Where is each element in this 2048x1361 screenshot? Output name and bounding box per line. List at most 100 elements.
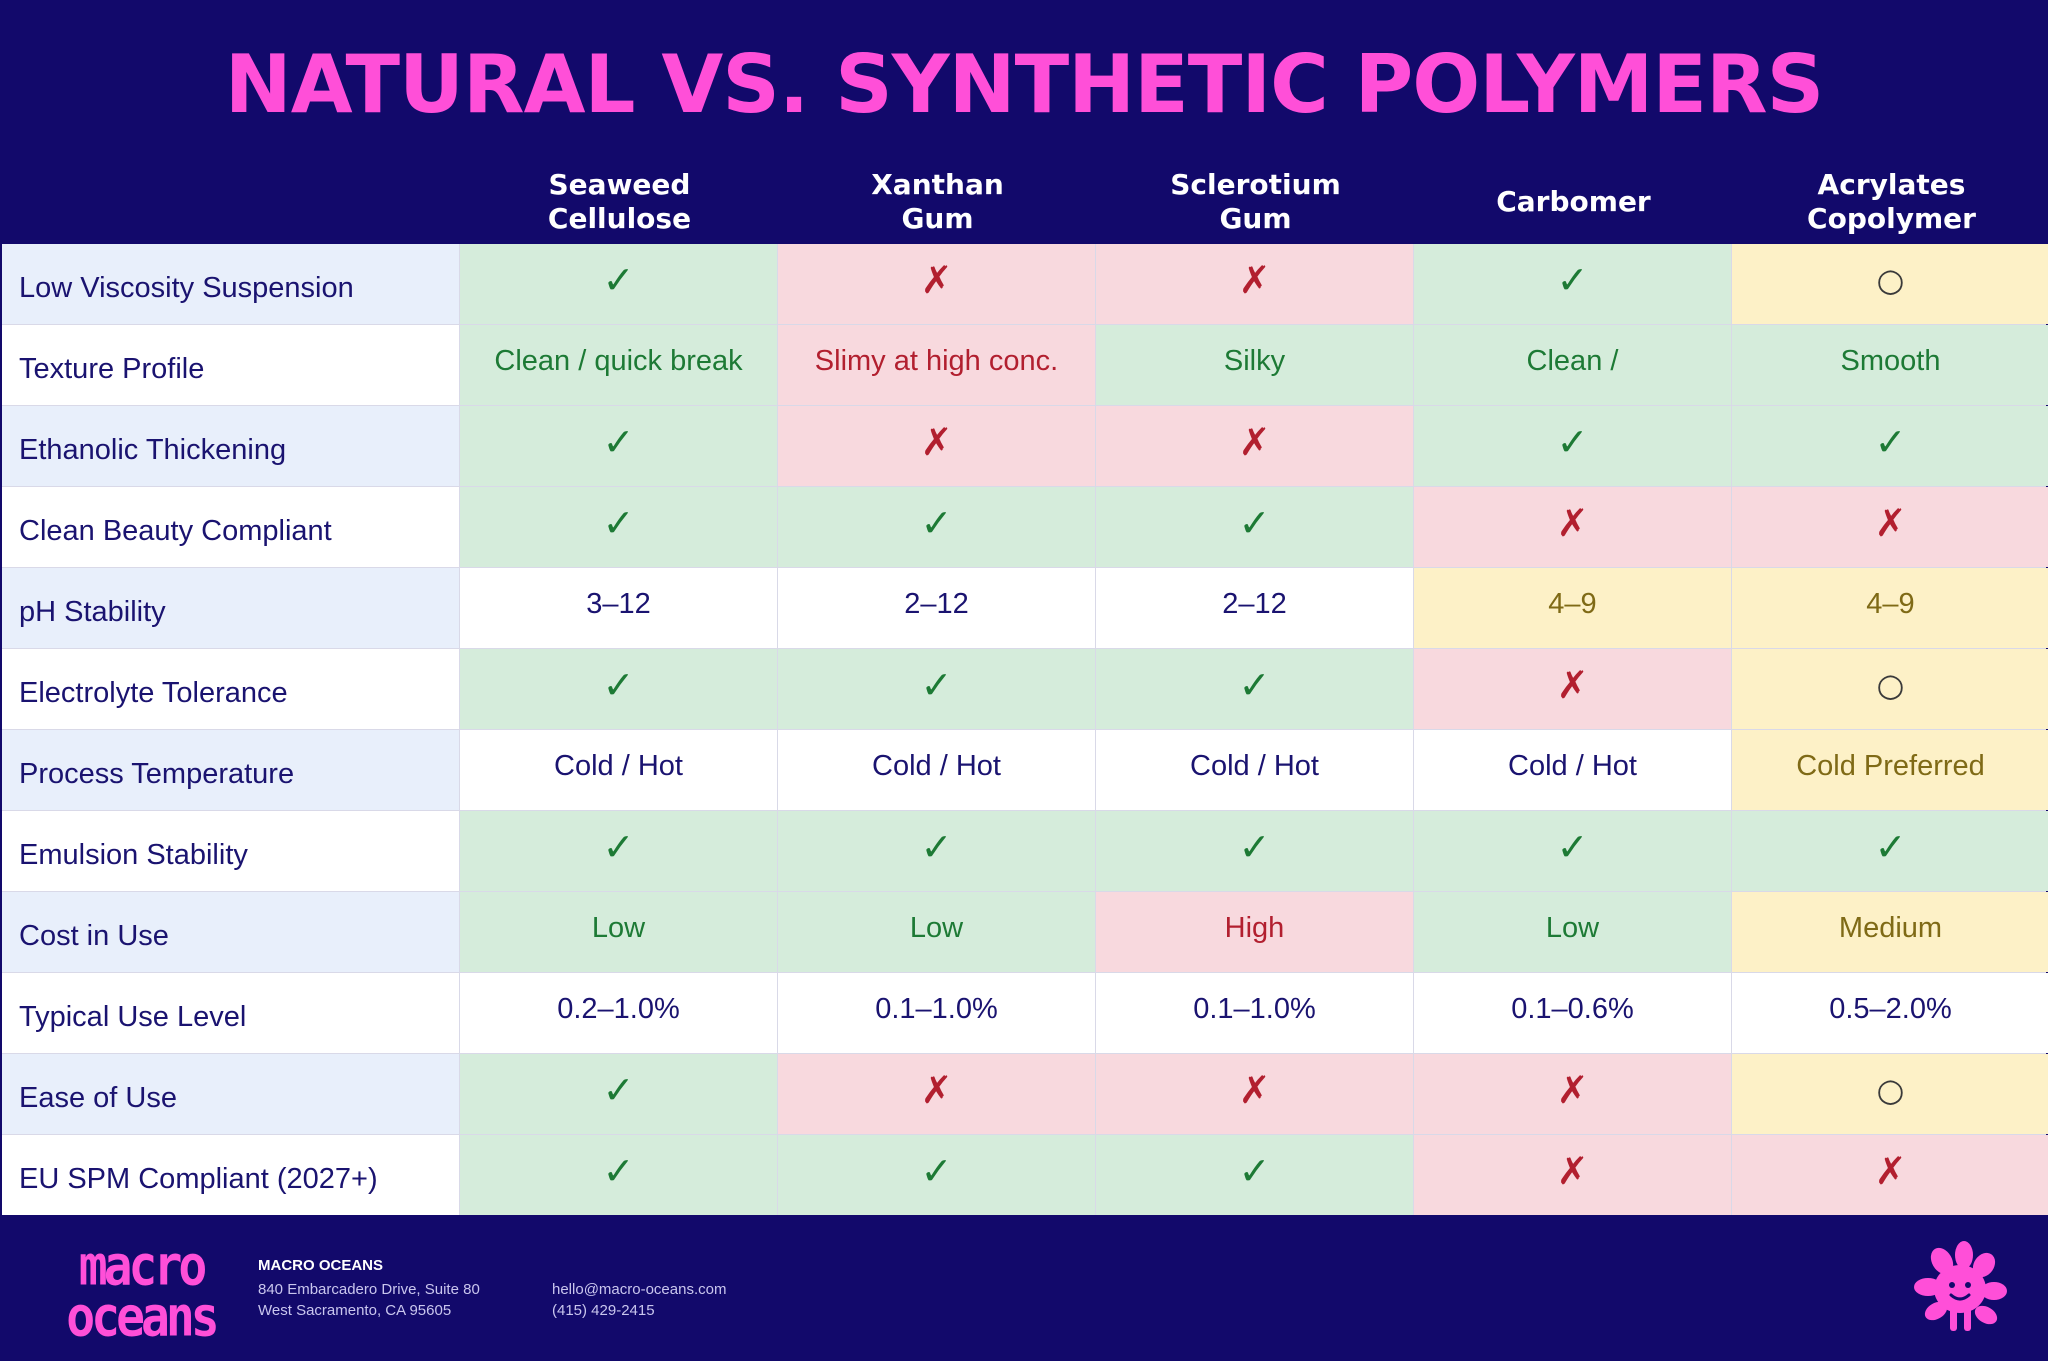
table-cell-sclerotium-gum: High [1096,892,1413,972]
check-icon: ✓ [1732,406,2048,486]
table-cell-acrylates-copolymer: 0.5–2.0% [1732,973,2048,1053]
cross-icon: ✗ [1096,244,1413,324]
check-icon: ✓ [1096,811,1413,891]
cross-icon: ✗ [1414,649,1731,729]
table-cell-xanthan-gum: Slimy at high conc. [778,325,1095,405]
table-row: Electrolyte Tolerance ✓ ✓ ✓ ✗ ○ [2,649,2048,729]
table-cell-acrylates-copolymer: Medium [1732,892,2048,972]
check-icon: ✓ [1096,1135,1413,1215]
table-row: Ease of Use ✓ ✗ ✗ ✗ ○ [2,1054,2048,1134]
table-cell-seaweed-cellulose: Clean / quick break [460,325,777,405]
table-row: Typical Use Level 0.2–1.0% 0.1–1.0% 0.1–1.0… [2,973,2048,1053]
cross-icon: ✗ [1414,1054,1731,1134]
check-icon: ✓ [778,811,1095,891]
cross-icon: ✗ [778,406,1095,486]
address-line: 840 Embarcadero Drive, Suite 80 [258,1281,480,1298]
check-icon: ✓ [1414,406,1731,486]
cross-icon: ✗ [1732,1135,2048,1215]
check-icon: ✓ [778,649,1095,729]
email-link[interactable]: hello@macro-oceans.com [552,1281,727,1298]
table-cell-acrylates-copolymer: Smooth [1732,325,2048,405]
table-cell-carbomer: Cold / Hot [1414,730,1731,810]
table-cell-sclerotium-gum: 2–12 [1096,568,1413,648]
check-icon: ✓ [460,1054,777,1134]
row-label: Ethanolic Thickening [2,406,459,486]
check-icon: ✓ [460,487,777,567]
table-cell-carbomer: 0.1–0.6% [1414,973,1731,1053]
table-row: pH Stability 3–12 2–12 2–12 4–9 4–9 [2,568,2048,648]
check-icon: ✓ [460,244,777,324]
cross-icon: ✗ [1096,406,1413,486]
table-cell-seaweed-cellulose: Low [460,892,777,972]
row-label: Typical Use Level [2,973,459,1053]
row-label: Process Temperature [2,730,459,810]
table-row: Cost in Use Low Low High Low Medium [2,892,2048,972]
table-cell-sclerotium-gum: Silky [1096,325,1413,405]
table-cell-acrylates-copolymer: Cold Preferred [1732,730,2048,810]
page-title: NATURAL VS. SYNTHETIC POLYMERS [224,38,1824,131]
table-cell-acrylates-copolymer: 4–9 [1732,568,2048,648]
column-header-acrylates-copolymer: Acrylates Copolymer [1733,160,2048,244]
table-cell-seaweed-cellulose: 3–12 [460,568,777,648]
row-label: Ease of Use [2,1054,459,1134]
row-label: pH Stability [2,568,459,648]
check-icon: ✓ [460,406,777,486]
table-row: Clean Beauty Compliant ✓ ✓ ✓ ✗ ✗ [2,487,2048,567]
table-cell-xanthan-gum: 0.1–1.0% [778,973,1095,1053]
table-cell-sclerotium-gum: 0.1–1.0% [1096,973,1413,1053]
table-cell-xanthan-gum: 2–12 [778,568,1095,648]
check-icon: ✓ [460,649,777,729]
check-icon: ✓ [460,811,777,891]
table-cell-seaweed-cellulose: Cold / Hot [460,730,777,810]
row-label: Electrolyte Tolerance [2,649,459,729]
check-icon: ✓ [1096,649,1413,729]
company-address: 840 Embarcadero Drive, Suite 80 West Sac… [258,1279,480,1321]
column-header-label: Sclerotium Gum [1170,168,1341,235]
table-row: EU SPM Compliant (2027+) ✓ ✓ ✓ ✗ ✗ [2,1135,2048,1215]
column-header-label: Acrylates Copolymer [1807,168,1976,235]
check-icon: ✓ [1414,244,1731,324]
check-icon: ✓ [1096,487,1413,567]
company-contact: hello@macro-oceans.com (415) 429-2415 [552,1279,726,1321]
check-icon: ✓ [778,487,1095,567]
cross-icon: ✗ [778,1054,1095,1134]
cross-icon: ✗ [1732,487,2048,567]
comparison-table: Low Viscosity Suspension ✓ ✗ ✗ ✓ ○ Texture Pro… [2,244,2048,1215]
logo-line: macro [78,1234,208,1299]
address-line: West Sacramento, CA 95605 [258,1302,452,1319]
table-cell-carbomer: Low [1414,892,1731,972]
check-icon: ✓ [1732,811,2048,891]
macro-oceans-logo: macro oceans [66,1234,219,1350]
row-label: Low Viscosity Suspension [2,244,459,324]
logo-line: oceans [66,1284,219,1350]
column-header-seaweed-cellulose: Seaweed Cellulose [461,160,778,244]
table-row: Texture Profile Clean / quick break Slimy … [2,325,2048,405]
circle-icon: ○ [1732,244,2048,324]
column-header-xanthan-gum: Xanthan Gum [779,160,1096,244]
column-header-carbomer: Carbomer [1415,160,1732,244]
row-label: Cost in Use [2,892,459,972]
table-row: Low Viscosity Suspension ✓ ✗ ✗ ✓ ○ [2,244,2048,324]
cross-icon: ✗ [1414,1135,1731,1215]
company-name: MACRO OCEANS [258,1257,384,1274]
column-headers: Seaweed Cellulose Xanthan Gum Sclerotium… [0,160,2048,244]
check-icon: ✓ [460,1135,777,1215]
cross-icon: ✗ [778,244,1095,324]
table-row: Emulsion Stability ✓ ✓ ✓ ✓ ✓ [2,811,2048,891]
column-header-label: Seaweed Cellulose [547,168,692,235]
table-cell-carbomer: Clean / [1414,325,1731,405]
column-header-sclerotium-gum: Sclerotium Gum [1097,160,1414,244]
circle-icon: ○ [1732,1054,2048,1134]
table-cell-xanthan-gum: Low [778,892,1095,972]
table-cell-sclerotium-gum: Cold / Hot [1096,730,1413,810]
table-row: Process Temperature Cold / Hot Cold / Hot C… [2,730,2048,810]
phone-number: (415) 429-2415 [552,1302,655,1319]
table-cell-xanthan-gum: Cold / Hot [778,730,1095,810]
row-label: Clean Beauty Compliant [2,487,459,567]
row-label: Texture Profile [2,325,459,405]
table-row: Ethanolic Thickening ✓ ✗ ✗ ✓ ✓ [2,406,2048,486]
circle-icon: ○ [1732,649,2048,729]
check-icon: ✓ [1414,811,1731,891]
seaweed-mascot-icon [1914,1241,2007,1331]
column-header-label: Xanthan Gum [871,168,1004,235]
